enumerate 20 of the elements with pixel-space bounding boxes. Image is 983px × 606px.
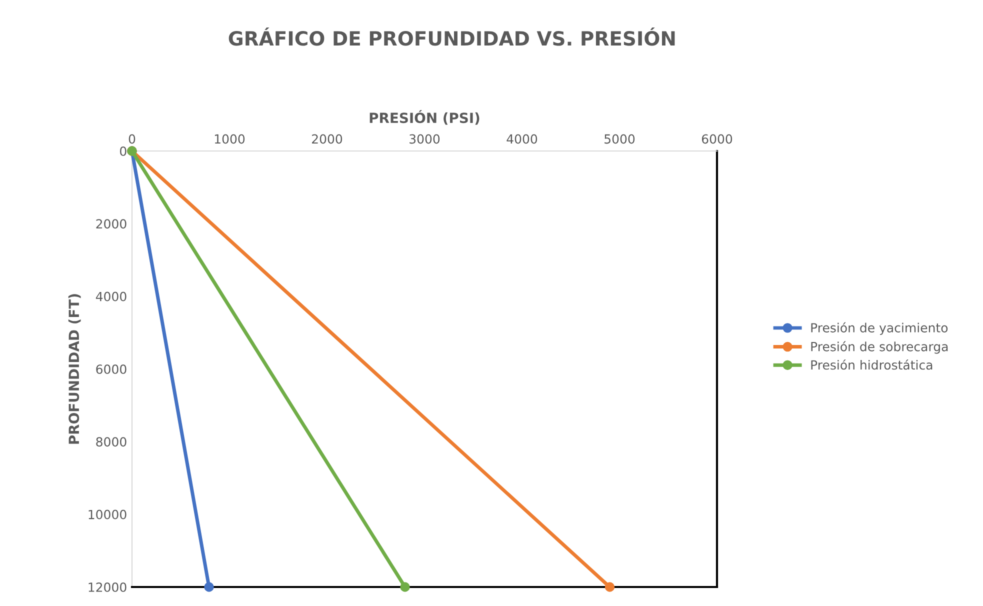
chart-title: GRÁFICO DE PROFUNDIDAD VS. PRESIÓN <box>228 27 675 46</box>
legend-label: Presión hidrostática <box>811 360 932 370</box>
x-tick-label: 1000 <box>214 134 245 144</box>
y-tick-label: 10000 <box>88 510 126 520</box>
y-tick-label: 2000 <box>96 219 126 229</box>
y-axis-title: PROFUNDIDAD (FT) <box>68 294 81 444</box>
x-axis-title: PRESIÓN (PSI) <box>370 110 480 125</box>
y-tick-label: 12000 <box>88 582 126 592</box>
x-tick-label: 4000 <box>506 134 538 144</box>
y-tick-label: 4000 <box>96 292 126 302</box>
x-tick-label: 0 <box>128 134 136 144</box>
legend-label: Presión de yacimiento <box>811 322 948 335</box>
x-tick-label: 2000 <box>312 134 342 144</box>
y-tick-label: 0 <box>120 146 126 156</box>
x-tick-label: 3000 <box>410 134 440 144</box>
legend-label: Presión de sobrecarga <box>811 341 948 354</box>
y-tick-label: 8000 <box>96 437 126 447</box>
y-tick-label: 6000 <box>96 364 126 374</box>
x-tick-label: 6000 <box>702 134 732 144</box>
x-tick-label: 5000 <box>604 134 635 144</box>
